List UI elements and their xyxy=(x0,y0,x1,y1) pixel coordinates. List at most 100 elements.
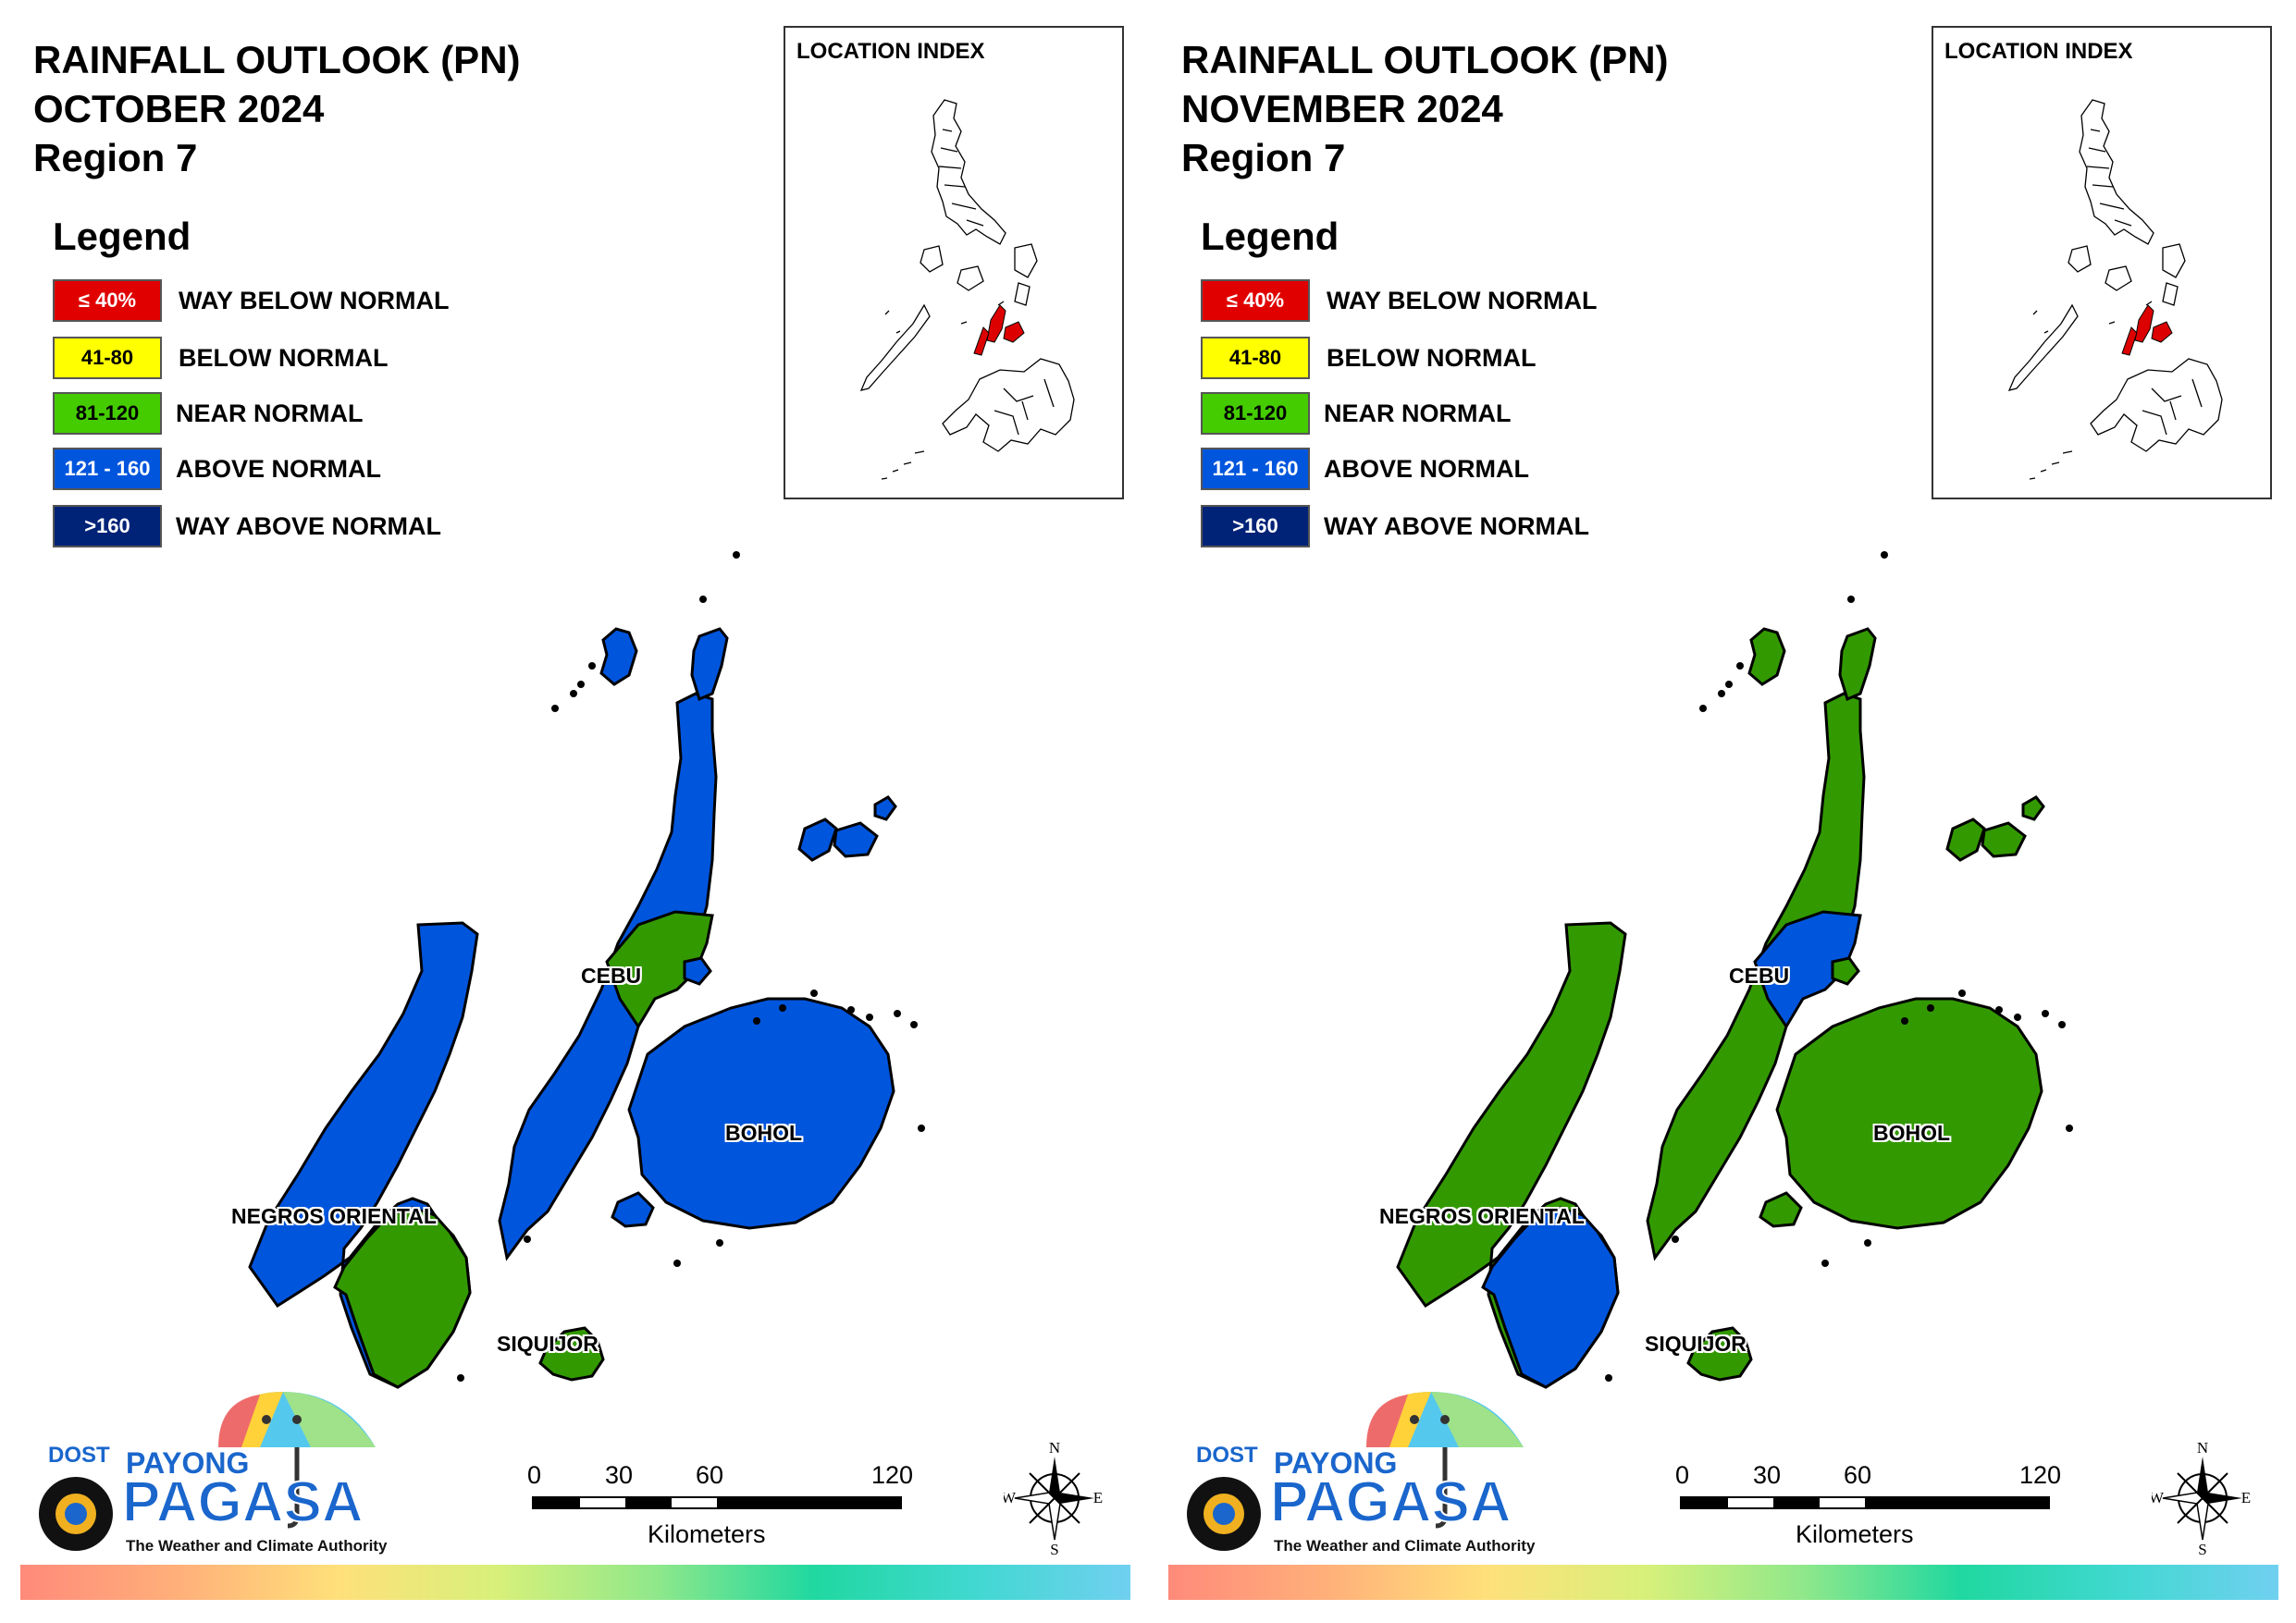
islet xyxy=(2042,1010,2049,1017)
province-label-cebu: CEBU xyxy=(581,964,642,988)
scale-segment xyxy=(671,1498,717,1507)
mactan-island xyxy=(1831,956,1860,986)
inset-title: LOCATION INDEX xyxy=(796,39,985,64)
islet xyxy=(1881,551,1888,559)
camotes-island-1 xyxy=(1945,818,1986,862)
camotes-island-3 xyxy=(2021,795,2045,821)
islet xyxy=(2058,1021,2066,1028)
november-panel: RAINFALL OUTLOOK (PN) NOVEMBER 2024 Regi… xyxy=(1148,0,2296,1623)
scale-bar: 0 30 60 120 Kilometers xyxy=(1666,1461,2073,1554)
title-region: Region 7 xyxy=(33,136,198,179)
islet xyxy=(699,596,707,603)
logo-tagline-text: The Weather and Climate Authority xyxy=(126,1537,388,1555)
province-label-negros-oriental: NEGROS ORIENTAL xyxy=(1379,1204,1585,1228)
islet xyxy=(1672,1236,1679,1243)
scale-segment xyxy=(717,1498,900,1507)
islet xyxy=(1864,1239,1871,1247)
legend-swatch: ≤ 40% xyxy=(53,279,162,322)
negros-oriental-south-zone xyxy=(1481,1206,1620,1389)
legend-swatch: >160 xyxy=(1201,505,1310,547)
islet xyxy=(866,1014,873,1021)
legend-swatch: >160 xyxy=(53,505,162,547)
location-index-inset: LOCATION INDEX xyxy=(784,26,1124,499)
philippines-outline-map xyxy=(2007,99,2223,480)
logo-payong-text: PAYONG xyxy=(1274,1446,1397,1480)
inset-title: LOCATION INDEX xyxy=(1944,39,2133,64)
islet xyxy=(894,1010,901,1017)
compass-rose-icon: N S E W xyxy=(1001,1438,1105,1558)
scale-segment xyxy=(1682,1498,1728,1507)
daanbantayan-island xyxy=(690,627,729,702)
scale-tick-label: 30 xyxy=(605,1461,634,1489)
scale-tick-label: 120 xyxy=(871,1461,914,1489)
camotes-island-1 xyxy=(797,818,838,862)
legend-swatch: ≤ 40% xyxy=(1201,279,1310,322)
compass-n-label: N xyxy=(1049,1439,1060,1457)
islet xyxy=(673,1260,681,1267)
logo-tagline-text: The Weather and Climate Authority xyxy=(1274,1537,1536,1555)
islet xyxy=(753,1017,760,1025)
philippines-outline-map xyxy=(859,99,1075,480)
siquijor-province xyxy=(538,1326,605,1382)
islet xyxy=(2066,1125,2073,1132)
logo-pagasa-text: PAGASA xyxy=(122,1470,364,1534)
mactan-island xyxy=(683,956,712,986)
footer-color-stripe xyxy=(20,1565,1130,1600)
bohol-province xyxy=(1775,997,2043,1230)
scale-tick-label: 0 xyxy=(1675,1461,1690,1489)
logo-pagasa-text: PAGASA xyxy=(1270,1470,1512,1534)
scale-unit-label: Kilometers xyxy=(1796,1520,1914,1548)
logo-dost-text: DOST xyxy=(48,1443,110,1468)
footer-color-stripe xyxy=(1168,1565,2278,1600)
legend-swatch: 81-120 xyxy=(1201,392,1310,435)
islet xyxy=(779,1004,786,1012)
islet xyxy=(716,1239,723,1247)
legend-label: NEAR NORMAL xyxy=(1324,400,1512,427)
legend-swatch: 81-120 xyxy=(53,392,162,435)
islet xyxy=(1725,681,1733,688)
legend-swatch: 121 - 160 xyxy=(1201,448,1310,490)
scale-tick-label: 60 xyxy=(1844,1461,1872,1489)
islet xyxy=(733,551,740,559)
scale-segment xyxy=(534,1498,580,1507)
scale-bar-graphic xyxy=(532,1496,902,1509)
legend-label: WAY ABOVE NORMAL xyxy=(1324,512,1590,540)
legend-title: Legend xyxy=(53,215,191,258)
camotes-island-2 xyxy=(833,821,879,858)
islet xyxy=(918,1125,925,1132)
negros-oriental-south-zone xyxy=(333,1206,472,1389)
cebu-province xyxy=(1646,692,1866,1261)
daanbantayan-island xyxy=(1838,627,1877,702)
october-panel: RAINFALL OUTLOOK (PN) OCTOBER 2024 Regio… xyxy=(20,26,1130,1600)
region-7-map xyxy=(1396,551,2073,1389)
province-label-bohol: BOHOL xyxy=(1873,1121,1951,1145)
province-label-siquijor: SIQUIJOR xyxy=(497,1332,599,1356)
islet xyxy=(524,1236,531,1243)
location-index-inset: LOCATION INDEX xyxy=(1932,26,2272,499)
panglao-island xyxy=(611,1191,655,1228)
islet xyxy=(1718,690,1725,697)
compass-s-label: S xyxy=(1050,1541,1058,1558)
islet xyxy=(1699,705,1707,712)
scale-tick-label: 30 xyxy=(1753,1461,1782,1489)
scale-tick-label: 120 xyxy=(2019,1461,2062,1489)
compass-s-label: S xyxy=(2198,1541,2206,1558)
scale-segment xyxy=(1773,1498,1820,1507)
compass-n-label: N xyxy=(2197,1439,2208,1457)
legend-label: NEAR NORMAL xyxy=(176,400,364,427)
islet xyxy=(2014,1014,2021,1021)
islet xyxy=(1605,1374,1612,1382)
legend-swatch: 41-80 xyxy=(53,337,162,379)
title-month: NOVEMBER 2024 xyxy=(1181,87,1503,130)
province-label-negros-oriental: NEGROS ORIENTAL xyxy=(231,1204,437,1228)
islet xyxy=(588,662,596,670)
map-title: RAINFALL OUTLOOK (PN) OCTOBER 2024 Regio… xyxy=(33,35,521,182)
islet xyxy=(1821,1260,1829,1267)
siquijor-province xyxy=(1686,1326,1753,1382)
compass-e-label: E xyxy=(2241,1489,2251,1506)
camotes-island-3 xyxy=(873,795,897,821)
compass-w-label: W xyxy=(2152,1489,2165,1506)
scale-segment xyxy=(1727,1498,1773,1507)
camotes-island-2 xyxy=(1981,821,2027,858)
legend-label: ABOVE NORMAL xyxy=(1324,455,1529,483)
